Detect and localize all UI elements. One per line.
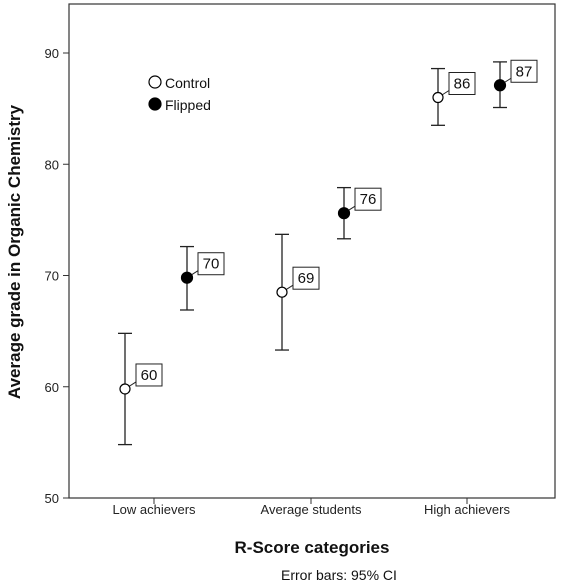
y-tick-label: 90: [45, 46, 59, 61]
data-label-control: 86: [454, 76, 471, 93]
data-label-box-control: [135, 363, 163, 387]
data-label-control: 69: [298, 270, 315, 287]
legend: Control Flipped: [148, 75, 211, 113]
chart-footnote: Error bars: 95% CI: [281, 567, 397, 583]
data-points: [119, 79, 507, 395]
y-tick-label: 50: [45, 491, 59, 506]
x-tick-label: Low achievers: [112, 502, 196, 517]
data-label-box-flipped: [197, 252, 225, 276]
y-tick-label: 80: [45, 157, 59, 172]
x-axis-title: R-Score categories: [235, 538, 390, 557]
data-label-box-flipped: [510, 59, 538, 83]
x-tick-label: Average students: [261, 502, 362, 517]
y-axis-ticks: 50 60 70 80 90: [45, 46, 69, 506]
data-point-flipped: [337, 207, 351, 220]
legend-label-flipped: Flipped: [165, 97, 211, 113]
data-point-control: [276, 286, 288, 298]
legend-marker-control: [148, 75, 162, 89]
data-point-control: [432, 91, 444, 104]
data-label-flipped: 76: [360, 191, 377, 208]
plot-area-frame: [68, 3, 556, 499]
data-label-control: 60: [141, 367, 158, 384]
data-label-box-flipped: [354, 187, 382, 211]
data-label-box-control: [292, 266, 320, 290]
y-tick-label: 70: [45, 269, 59, 284]
legend-label-control: Control: [165, 75, 210, 91]
y-tick-label: 60: [45, 380, 59, 395]
data-labels: 60 69 86 70 76 87: [135, 59, 538, 387]
data-label-flipped: 87: [516, 63, 533, 80]
x-tick-label: High achievers: [424, 502, 510, 517]
data-label-flipped: 70: [203, 256, 220, 273]
data-point-flipped: [493, 79, 507, 92]
legend-marker-flipped: [148, 97, 162, 111]
data-label-box-control: [448, 72, 476, 95]
data-point-control: [119, 383, 131, 395]
x-axis-ticks: Low achievers Average students High achiev…: [112, 498, 510, 517]
data-point-flipped: [180, 271, 194, 284]
y-axis-title: Average grade in Organic Chemistry: [5, 104, 24, 399]
